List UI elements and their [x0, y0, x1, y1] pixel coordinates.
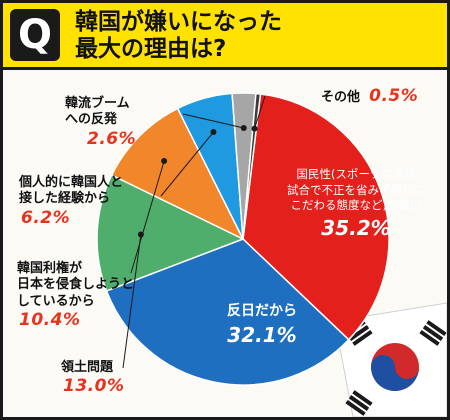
label-kojin-name: 個人的に韓国人と 接した経験から [19, 175, 124, 207]
flag-trigram-topright-bar [422, 325, 444, 341]
label-kanryu-value: 2.6% [87, 128, 137, 149]
flag-trigram-topright [419, 320, 447, 346]
label-riken: 韓国利権が 日本を侵食しようと しているから 10.4% [17, 261, 134, 331]
leader-sonota [254, 95, 266, 129]
flag-trigram-bottomleft [345, 390, 373, 416]
leader-kanryu [182, 113, 244, 129]
label-kojin: 個人的に韓国人と 接した経験から 6.2% [19, 175, 123, 229]
label-ryodo-name: 領土問題 [61, 360, 114, 375]
flag-trigram-topleft-bar [348, 325, 370, 341]
label-kanryu: 韓流ブーム への反発 2.6% [65, 96, 136, 150]
chart-title: 韓国が嫌いになった 最大の理由は? [75, 9, 282, 63]
label-ryodo-value: 13.0% [63, 376, 125, 397]
pie-slices [96, 92, 390, 386]
slice-ryodo [96, 174, 245, 292]
flag-trigram-topright-bar [419, 329, 440, 346]
leader-kojin [160, 131, 214, 197]
header-bar: Q 韓国が嫌いになった 最大の理由は? [3, 3, 447, 70]
leader-lines [122, 95, 266, 369]
title-line-1: 韓国が嫌いになった [75, 9, 282, 35]
title-line-2: 最大の理由は? [75, 36, 227, 62]
slice-riken [110, 107, 245, 241]
flag-trigram-bottomleft-bar [348, 395, 370, 411]
label-ryodo: 領土問題 13.0% [61, 360, 124, 398]
label-riken-name: 韓国利権が 日本を侵食しようと しているから [17, 261, 135, 309]
korean-flag-graphic [334, 302, 447, 417]
leader-kojin-dot [210, 129, 217, 136]
label-sonota-name: その他 [321, 90, 361, 105]
label-hannichi-value: 32.1% [227, 322, 297, 347]
flag-taegeuk-blue [371, 355, 419, 391]
q-badge: Q [10, 9, 60, 61]
label-kokuminsei: 国民性(スポーツの国際 試合で不正を省みず勝利に こだわる態度など)が嫌い 35… [281, 167, 431, 241]
slice-kokuminsei [242, 93, 390, 341]
leader-ryodo-dot [137, 231, 144, 238]
slice-hannichi [105, 238, 350, 386]
pie-chart [96, 92, 447, 417]
flag-trigram-topleft-bar [352, 329, 373, 346]
label-sonota-value: 0.5% [369, 86, 419, 106]
label-kanryu-name: 韓流ブーム への反発 [65, 96, 130, 128]
label-sonota: その他 0.5% [321, 86, 418, 107]
leader-ryodo [122, 234, 142, 369]
leader-sonota-dot [251, 125, 258, 132]
label-kojin-value: 6.2% [21, 207, 71, 228]
label-kokuminsei-value: 35.2% [321, 215, 391, 240]
label-kokuminsei-name: 国民性(スポーツの国際 試合で不正を省みず勝利に こだわる態度など)が嫌い [287, 167, 425, 213]
flag-trigram-topright-bar [426, 320, 447, 337]
leader-kanryu-dot [240, 125, 247, 132]
label-riken-value: 10.4% [19, 309, 81, 330]
flag-trigram-bottomleft-bar [345, 399, 366, 416]
leader-riken [130, 160, 165, 274]
label-hannichi-name: 反日だから [227, 303, 297, 319]
flag-trigram-bottomleft-bar [352, 390, 373, 407]
leader-riken-dot [161, 157, 168, 164]
label-hannichi: 反日だから 32.1% [217, 303, 307, 348]
